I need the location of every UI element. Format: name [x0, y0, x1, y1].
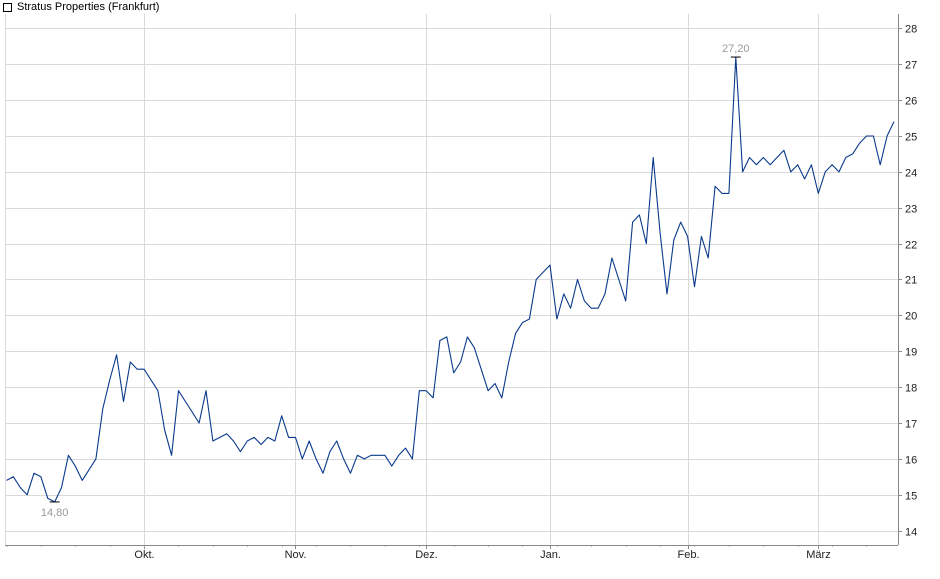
y-tick-label: 14 [905, 527, 917, 539]
x-tick-label: Nov. [285, 549, 307, 561]
grid-layer [5, 14, 898, 545]
x-tick-label: Feb. [677, 549, 699, 561]
y-tick-label: 17 [905, 419, 917, 431]
y-tick-label: 19 [905, 347, 917, 359]
x-tick-label: März [806, 549, 830, 561]
high-label: 27,20 [722, 43, 750, 55]
x-tick-label: Dez. [415, 549, 438, 561]
legend-swatch [3, 2, 12, 12]
legend-label: Stratus Properties (Frankfurt) [17, 1, 160, 13]
legend: Stratus Properties (Frankfurt) [3, 0, 159, 14]
y-tick-label: 21 [905, 275, 917, 287]
y-tick-label: 24 [905, 168, 917, 180]
y-tick-label: 22 [905, 240, 917, 252]
series-line [6, 56, 895, 503]
y-tick-label: 23 [905, 204, 917, 216]
y-tick-label: 20 [905, 311, 917, 323]
x-tick-label: Okt. [134, 549, 154, 561]
y-tick-label: 15 [905, 491, 917, 503]
annotation-layer: 27,20 14,80 [41, 43, 750, 519]
axis-layer: 14 15 16 17 18 19 20 21 22 23 24 25 26 27 28 Okt. Nov. De… [5, 14, 917, 561]
y-tick-label: 26 [905, 96, 917, 108]
y-tick-label: 18 [905, 383, 917, 395]
y-tick-label: 27 [905, 60, 917, 72]
series-layer [6, 56, 895, 503]
y-tick-label: 28 [905, 24, 917, 36]
y-tick-label: 25 [905, 132, 917, 144]
low-label: 14,80 [41, 507, 69, 519]
y-tick-label: 16 [905, 455, 917, 467]
x-tick-label: Jan. [540, 549, 561, 561]
